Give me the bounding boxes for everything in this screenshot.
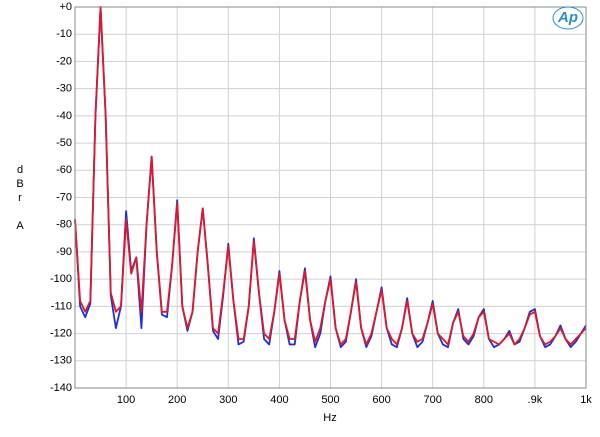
y-tick-label: -30 [56,83,72,95]
y-tick-label: -140 [50,382,72,394]
x-tick-label: 400 [270,394,288,406]
y-tick-label: -10 [56,28,72,40]
y-tick-label: -70 [56,191,72,203]
x-tick-label: 500 [321,394,339,406]
x-tick-label: .9k [528,394,543,406]
x-tick-label: 100 [117,394,135,406]
logo-ring [552,6,584,30]
y-tick-label: -40 [56,110,72,122]
x-tick-label: 200 [168,394,186,406]
x-tick-label: 800 [475,394,493,406]
x-tick-label: 600 [372,394,390,406]
x-axis-label: Hz [323,412,336,424]
y-tick-label: -90 [56,246,72,258]
y-tick-label: +0 [59,1,72,13]
x-tick-label: 300 [219,394,237,406]
logo: Ap [557,9,578,26]
y-tick-label: -80 [56,219,72,231]
y-tick-label: -110 [51,300,72,312]
y-tick-label: -130 [50,355,72,367]
y-tick-label: -50 [56,137,72,149]
plot-frame [74,6,587,389]
y-tick-label: -100 [50,273,72,285]
y-tick-label: -20 [56,55,72,67]
x-tick-label: 1k [580,394,592,406]
series-line [74,6,587,346]
plot-lines [74,6,587,349]
y-tick-label: -60 [56,164,72,176]
y-tick-label: -120 [50,327,72,339]
x-tick-label: 700 [424,394,442,406]
